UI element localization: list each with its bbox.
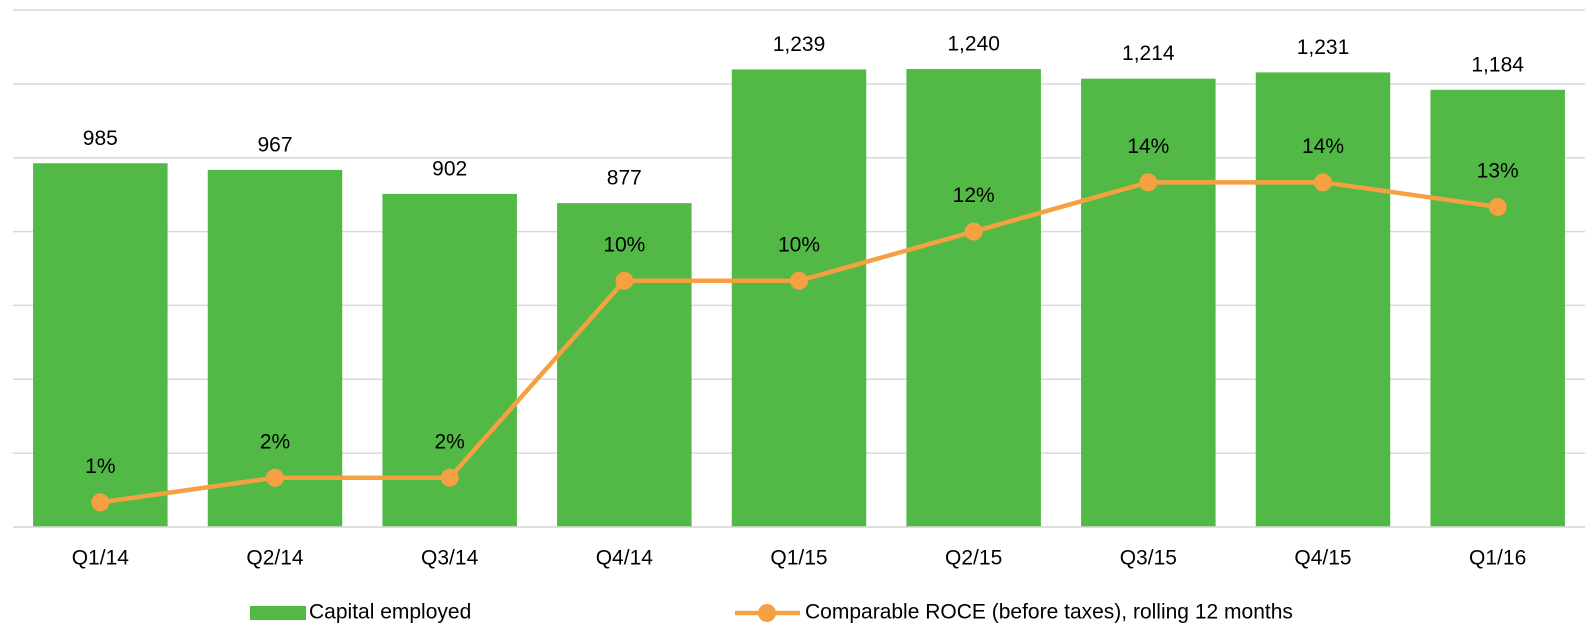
- x-tick-label: Q2/15: [945, 547, 1002, 570]
- bar: [731, 69, 867, 527]
- bar: [33, 163, 168, 527]
- bar: [1081, 78, 1216, 528]
- x-tick-label: Q1/15: [770, 547, 827, 570]
- line-marker: [440, 468, 459, 487]
- data-label: 10%: [778, 233, 820, 256]
- line-marker: [615, 271, 634, 290]
- data-label: 2%: [434, 430, 464, 453]
- data-label: 1,239: [773, 33, 826, 56]
- bar: [906, 69, 1041, 527]
- data-label: 1,240: [947, 33, 1000, 56]
- x-tick-label: Q1/16: [1469, 547, 1526, 570]
- data-label: 1,214: [1122, 42, 1175, 65]
- data-label: 1%: [85, 455, 115, 478]
- data-label: 10%: [603, 233, 645, 256]
- data-label: 12%: [953, 184, 995, 207]
- x-tick-label: Q2/14: [246, 547, 304, 570]
- x-tick-label: Q3/15: [1120, 547, 1177, 570]
- bar: [1255, 72, 1391, 527]
- line-marker: [1488, 197, 1507, 216]
- data-label: 14%: [1302, 135, 1344, 158]
- bar: [207, 169, 343, 528]
- data-label: 985: [83, 127, 118, 150]
- line-marker: [1139, 173, 1158, 192]
- data-label: 1,231: [1297, 36, 1350, 59]
- line-marker: [266, 468, 284, 487]
- data-label: 877: [607, 167, 642, 190]
- line-marker: [1314, 173, 1332, 192]
- x-tick-label: Q3/14: [421, 547, 479, 570]
- legend-label: Comparable ROCE (before taxes), rolling …: [805, 601, 1293, 624]
- data-label: 902: [432, 157, 467, 180]
- line-marker: [790, 271, 808, 290]
- bar: [557, 203, 692, 528]
- data-label: 13%: [1477, 159, 1519, 182]
- legend-label: Capital employed: [309, 601, 471, 624]
- legend-swatch: [250, 606, 306, 620]
- line-marker: [964, 222, 983, 241]
- x-tick-label: Q4/14: [596, 547, 654, 570]
- data-label: 967: [257, 133, 292, 156]
- line-marker: [91, 493, 110, 512]
- data-label: 2%: [260, 430, 290, 453]
- data-label: 14%: [1127, 135, 1169, 158]
- x-tick-label: Q1/14: [72, 547, 130, 570]
- data-label: 1,184: [1471, 53, 1524, 76]
- bar: [1430, 89, 1565, 527]
- legend-swatch: [758, 604, 776, 622]
- x-tick-label: Q4/15: [1294, 547, 1351, 570]
